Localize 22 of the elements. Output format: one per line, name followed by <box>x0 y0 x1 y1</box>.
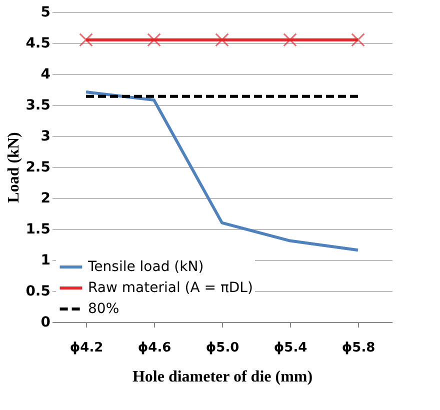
y-tick-label: 0 <box>40 314 51 330</box>
y-tick-label: 4 <box>40 66 51 82</box>
x-tick-label: ϕ5.8 <box>342 340 376 356</box>
x-tick-label: ϕ5.0 <box>206 340 240 356</box>
y-axis-title: Load (kN) <box>6 132 23 203</box>
y-tick-label: 3 <box>40 128 50 144</box>
y-tick-label: 0.5 <box>26 284 50 300</box>
y-tick-label: 4.5 <box>26 36 50 52</box>
y-tick-label: 1 <box>40 252 50 268</box>
y-tick-label: 2 <box>40 190 50 206</box>
legend-label: Tensile load (kN) <box>87 259 204 275</box>
line-series <box>84 90 360 252</box>
x-tick-label: ϕ5.4 <box>274 340 308 356</box>
y-tick-label: 1.5 <box>26 222 50 238</box>
x-axis-title: Hole diameter of die (mm) <box>132 368 313 386</box>
legend-label: 80% <box>88 301 120 317</box>
legend-label: Raw material (A = πDL) <box>88 280 253 296</box>
y-tick-label: 5 <box>40 4 50 20</box>
x-tick-label: ϕ4.2 <box>70 340 104 356</box>
y-tick-label: 3.5 <box>26 98 50 114</box>
y-tick-label: 2.5 <box>26 160 50 176</box>
x-tick-label: ϕ4.6 <box>138 340 172 356</box>
